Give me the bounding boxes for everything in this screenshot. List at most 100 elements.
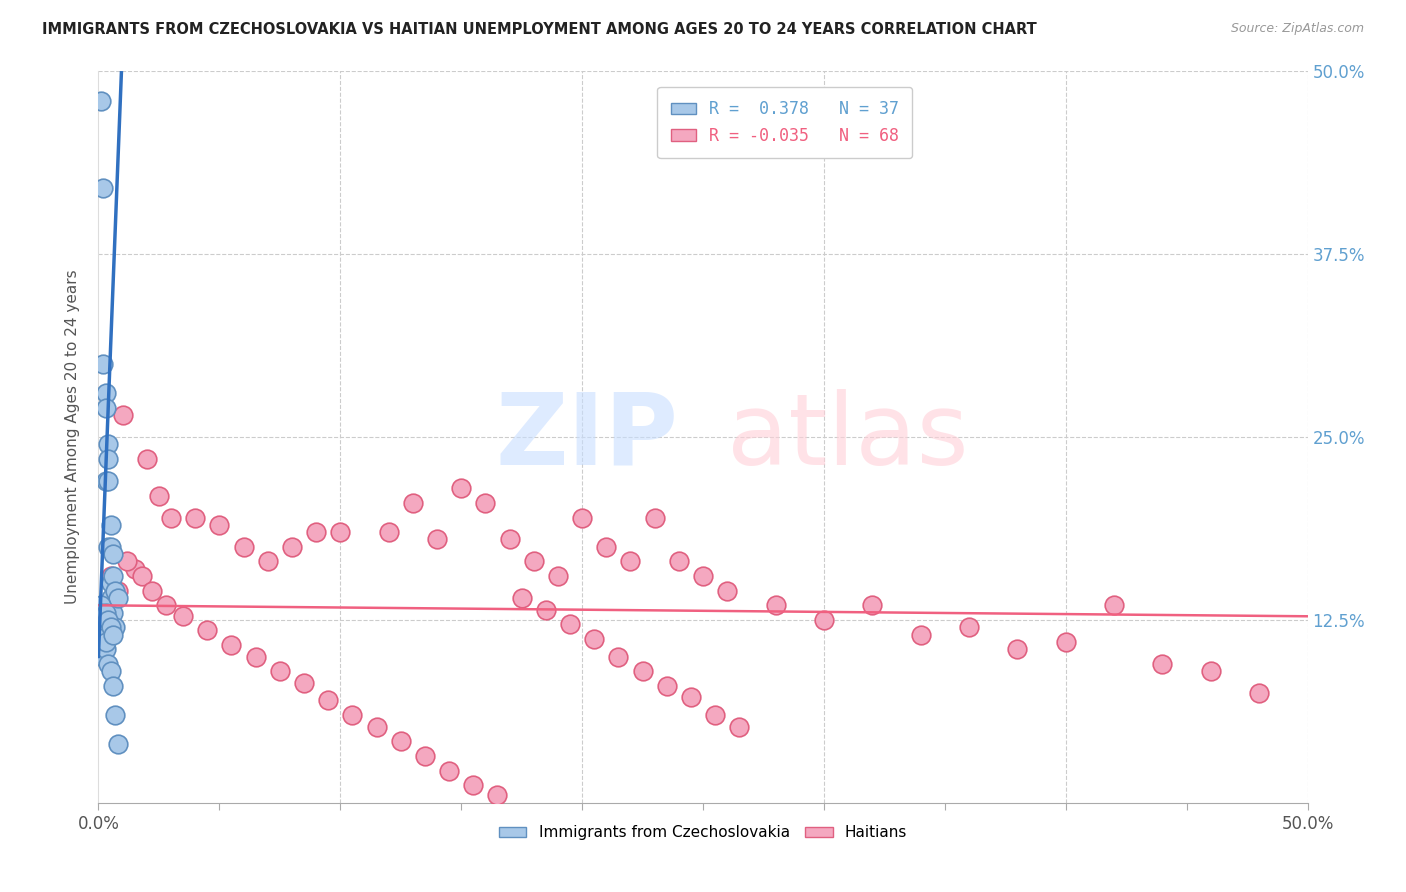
Point	[292, 676, 315, 690]
Point	[523, 554, 546, 568]
Point	[426, 533, 449, 547]
Point	[910, 627, 932, 641]
Point	[94, 642, 117, 657]
Point	[534, 603, 557, 617]
Point	[256, 554, 278, 568]
Point	[101, 569, 124, 583]
Point	[631, 664, 654, 678]
Point	[160, 510, 183, 524]
Point	[668, 554, 690, 568]
Point	[155, 599, 177, 613]
Point	[232, 540, 254, 554]
Point	[644, 510, 666, 524]
Point	[195, 623, 218, 637]
Point	[619, 554, 641, 568]
Point	[100, 517, 122, 532]
Point	[813, 613, 835, 627]
Point	[91, 649, 114, 664]
Point	[1199, 664, 1222, 678]
Point	[94, 606, 117, 620]
Point	[1054, 635, 1077, 649]
Point	[100, 591, 122, 605]
Point	[148, 489, 170, 503]
Text: atlas: atlas	[727, 389, 969, 485]
Point	[389, 734, 412, 748]
Text: Source: ZipAtlas.com: Source: ZipAtlas.com	[1230, 22, 1364, 36]
Point	[463, 778, 485, 792]
Point	[90, 94, 112, 108]
Point	[1152, 657, 1174, 671]
Point	[450, 481, 472, 495]
Point	[305, 525, 328, 540]
Point	[377, 525, 399, 540]
Point	[679, 690, 702, 705]
Point	[107, 737, 129, 751]
Point	[583, 632, 606, 646]
Point	[131, 569, 153, 583]
Point	[571, 510, 593, 524]
Point	[97, 452, 120, 467]
Point	[172, 608, 194, 623]
Point	[107, 583, 129, 598]
Point	[101, 679, 124, 693]
Point	[329, 525, 352, 540]
Point	[607, 649, 630, 664]
Point	[94, 386, 117, 401]
Text: IMMIGRANTS FROM CZECHOSLOVAKIA VS HAITIAN UNEMPLOYMENT AMONG AGES 20 TO 24 YEARS: IMMIGRANTS FROM CZECHOSLOVAKIA VS HAITIA…	[42, 22, 1038, 37]
Point	[91, 357, 114, 371]
Point	[94, 474, 117, 488]
Point	[101, 547, 124, 561]
Point	[692, 569, 714, 583]
Point	[245, 649, 267, 664]
Point	[1102, 599, 1125, 613]
Point	[101, 606, 124, 620]
Point	[1007, 642, 1029, 657]
Point	[90, 627, 112, 641]
Point	[97, 540, 120, 554]
Point	[107, 591, 129, 605]
Point	[765, 599, 787, 613]
Point	[558, 617, 581, 632]
Point	[413, 749, 436, 764]
Point	[100, 664, 122, 678]
Point	[595, 540, 617, 554]
Point	[101, 627, 124, 641]
Point	[728, 720, 751, 734]
Point	[547, 569, 569, 583]
Point	[281, 540, 304, 554]
Point	[860, 599, 883, 613]
Point	[184, 510, 207, 524]
Point	[97, 613, 120, 627]
Point	[104, 620, 127, 634]
Point	[97, 657, 120, 671]
Point	[100, 620, 122, 634]
Point	[957, 620, 980, 634]
Point	[94, 635, 117, 649]
Point	[91, 613, 114, 627]
Point	[90, 599, 112, 613]
Point	[486, 789, 509, 803]
Point	[100, 540, 122, 554]
Point	[655, 679, 678, 693]
Point	[704, 708, 727, 723]
Point	[366, 720, 388, 734]
Point	[141, 583, 163, 598]
Point	[91, 620, 114, 634]
Point	[716, 583, 738, 598]
Point	[104, 708, 127, 723]
Point	[97, 474, 120, 488]
Point	[342, 708, 364, 723]
Text: ZIP: ZIP	[496, 389, 679, 485]
Point	[510, 591, 533, 605]
Point	[221, 638, 243, 652]
Point	[498, 533, 520, 547]
Point	[402, 496, 425, 510]
Point	[117, 554, 139, 568]
Point	[316, 693, 339, 707]
Point	[474, 496, 496, 510]
Point	[111, 408, 134, 422]
Point	[208, 517, 231, 532]
Point	[91, 181, 114, 195]
Point	[135, 452, 157, 467]
Point	[100, 576, 122, 591]
